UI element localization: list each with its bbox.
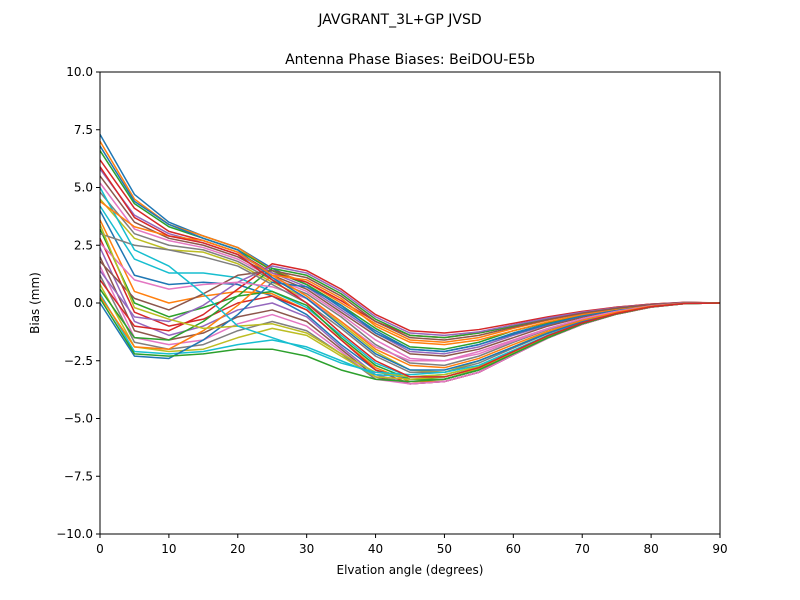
plot-frame xyxy=(99,71,721,535)
y-axis-label: Bias (mm) xyxy=(28,272,42,334)
figure-suptitle: JAVGRANT_3L+GP JVSD xyxy=(317,12,481,28)
y-tick-label: 0.0 xyxy=(74,296,93,310)
x-tick-label: 10 xyxy=(161,542,176,556)
y-tick-label: 5.0 xyxy=(74,181,93,195)
x-tick-label: 70 xyxy=(575,542,590,556)
series-group xyxy=(99,133,721,385)
x-tick-label: 90 xyxy=(712,542,727,556)
x-tick-label: 30 xyxy=(299,542,314,556)
y-tick-label: −2.5 xyxy=(64,354,93,368)
series-line-34 xyxy=(99,166,721,378)
x-tick-label: 60 xyxy=(506,542,521,556)
y-tick-label: −5.0 xyxy=(64,412,93,426)
x-axis-label: Elvation angle (degrees) xyxy=(337,563,484,577)
series-line-21 xyxy=(99,281,720,360)
x-tick-label: 0 xyxy=(96,542,104,556)
x-tick-label: 50 xyxy=(437,542,452,556)
x-tick-label: 40 xyxy=(368,542,383,556)
series-line-27 xyxy=(99,242,720,362)
series-line-22 xyxy=(99,274,721,350)
x-tick-label: 80 xyxy=(643,542,658,556)
y-tick-label: 7.5 xyxy=(74,123,93,137)
axes-group: 0 10 20 30 40 50 60 70 80 90 −10.0 −7.5 −5.0 −2.5 0.0 2… xyxy=(56,65,727,556)
plot-area xyxy=(100,72,720,534)
y-tick-label: −10.0 xyxy=(56,527,93,541)
y-tick-label: 2.5 xyxy=(74,238,93,252)
y-tick-label: −7.5 xyxy=(64,469,93,483)
y-tick-label: 10.0 xyxy=(66,65,93,79)
x-tick-label: 20 xyxy=(230,542,245,556)
chart-title: Antenna Phase Biases: BeiDOU-E5b xyxy=(285,52,535,68)
series-line-32 xyxy=(99,200,721,369)
